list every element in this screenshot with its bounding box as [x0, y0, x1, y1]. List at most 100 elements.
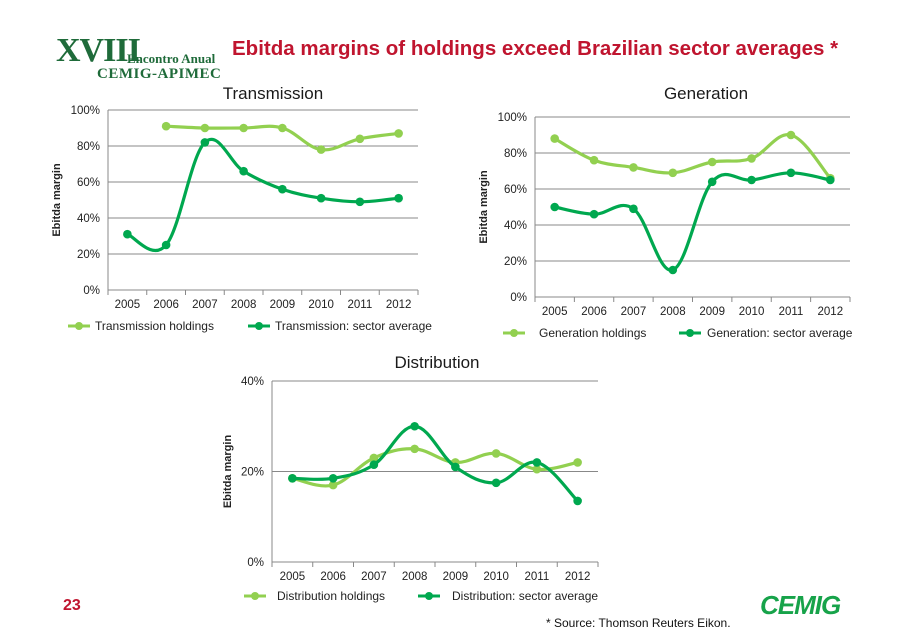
transmission-data-point-sector	[278, 184, 287, 194]
transmission-data-point-sector	[316, 193, 326, 203]
generation-data-point-sector	[550, 202, 559, 212]
distribution-data-point-holdings	[410, 444, 419, 454]
transmission-x-tick-label: 2012	[386, 299, 412, 311]
generation-y-tick-label: 60%	[504, 184, 527, 196]
generation-x-tick-label: 2012	[818, 306, 844, 318]
generation-y-tick-label: 40%	[504, 220, 527, 232]
distribution-x-tick-label: 2010	[483, 571, 509, 583]
transmission-data-point-sector	[394, 193, 403, 203]
generation-x-tick-label: 2011	[779, 306, 804, 318]
transmission-legend-marker-sector	[255, 322, 263, 330]
distribution-x-tick-label: 2008	[402, 571, 428, 583]
transmission-data-point-holdings	[355, 134, 365, 144]
distribution-data-point-sector	[410, 421, 419, 431]
generation-data-point-holdings	[629, 163, 638, 172]
transmission-x-tick-label: 2010	[308, 299, 334, 311]
distribution-y-tick-label: 40%	[241, 376, 264, 388]
generation-x-tick-label: 2009	[699, 306, 725, 318]
transmission-data-point-sector	[161, 240, 171, 250]
distribution-y-tick-label: 0%	[247, 557, 264, 569]
transmission-data-point-holdings	[278, 123, 287, 133]
transmission-y-tick-label: 80%	[77, 141, 100, 153]
generation-data-point-holdings	[550, 134, 559, 143]
generation-y-tick-label: 20%	[504, 256, 527, 268]
transmission-x-tick-label: 2008	[231, 299, 257, 311]
transmission-chart-title: Transmission	[223, 84, 323, 103]
transmission-legend-label-sector: Transmission: sector average	[275, 319, 432, 333]
distribution-chart-title: Distribution	[394, 353, 479, 372]
distribution-data-point-sector	[532, 458, 542, 467]
distribution-data-point-sector	[451, 462, 460, 472]
logo-org-name: CEMIG-APIMEC	[97, 66, 222, 82]
generation-x-tick-label: 2006	[581, 306, 607, 318]
logo-event-name: Encontro Anual	[127, 51, 216, 66]
generation-data-point-holdings	[668, 168, 678, 178]
distribution-x-tick-label: 2011	[525, 571, 550, 583]
generation-data-point-sector	[786, 168, 796, 178]
generation-x-tick-label: 2010	[739, 306, 765, 318]
generation-data-point-sector	[589, 209, 599, 219]
generation-legend-label-holdings: Generation holdings	[539, 326, 646, 340]
transmission-y-tick-label: 40%	[77, 213, 100, 225]
generation-y-tick-label: 100%	[498, 112, 527, 124]
logo-roman-numeral: XVIII	[56, 32, 141, 69]
brand-logo: CEMIG	[760, 590, 841, 620]
transmission-legend-label-holdings: Transmission holdings	[95, 319, 214, 333]
distribution-legend-label-holdings: Distribution holdings	[277, 589, 385, 603]
generation-data-point-sector	[747, 175, 756, 185]
generation-y-tick-label: 80%	[504, 148, 527, 160]
transmission-y-axis-label: Ebitda margin	[51, 163, 63, 237]
distribution-data-point-holdings	[369, 453, 379, 463]
transmission-data-point-holdings	[239, 123, 248, 133]
distribution-data-point-holdings	[532, 464, 542, 474]
transmission-data-point-sector	[123, 229, 132, 239]
transmission-data-point-sector	[200, 138, 210, 147]
transmission-data-point-holdings	[316, 145, 326, 154]
transmission-y-tick-label: 20%	[77, 249, 100, 261]
transmission-data-point-holdings	[161, 121, 171, 131]
distribution-x-tick-label: 2005	[280, 571, 306, 583]
distribution-x-tick-label: 2012	[565, 571, 591, 583]
transmission-y-tick-label: 0%	[83, 285, 100, 297]
generation-chart-title: Generation	[664, 84, 748, 103]
transmission-x-tick-label: 2005	[115, 299, 141, 311]
distribution-data-point-sector	[573, 496, 582, 506]
distribution-legend-marker-sector	[425, 592, 433, 600]
distribution-data-point-holdings	[573, 458, 582, 467]
generation-data-point-sector	[668, 265, 678, 275]
transmission-x-tick-label: 2011	[348, 299, 373, 311]
distribution-legend-marker-holdings	[251, 592, 259, 600]
distribution-series-line-sector	[290, 424, 580, 503]
distribution-data-point-sector	[369, 460, 379, 470]
transmission-legend-marker-holdings	[75, 322, 83, 330]
generation-legend-marker-sector	[686, 329, 694, 337]
generation-data-point-sector	[629, 204, 638, 214]
page-number: 23	[63, 597, 81, 614]
slide-headline: Ebitda margins of holdings exceed Brazil…	[232, 37, 839, 60]
distribution-x-tick-label: 2009	[443, 571, 469, 583]
generation-series-line-sector	[553, 171, 832, 272]
transmission-y-tick-label: 100%	[71, 105, 100, 117]
source-note: * Source: Thomson Reuters Eikon.	[546, 616, 731, 630]
transmission-x-tick-label: 2009	[270, 299, 296, 311]
transmission-series-line-sector	[125, 138, 401, 253]
transmission-data-point-holdings	[394, 129, 403, 138]
generation-data-point-holdings	[786, 130, 796, 140]
generation-legend-marker-holdings	[510, 329, 518, 337]
distribution-legend-label-sector: Distribution: sector average	[452, 589, 598, 603]
distribution-data-point-sector	[491, 478, 501, 488]
distribution-y-axis-label: Ebitda margin	[222, 435, 234, 509]
transmission-data-point-sector	[355, 197, 365, 207]
generation-y-axis-label: Ebitda margin	[478, 170, 490, 244]
generation-data-point-holdings	[589, 155, 599, 165]
generation-data-point-sector	[826, 175, 835, 185]
distribution-data-point-sector	[328, 473, 338, 483]
generation-y-tick-label: 0%	[510, 292, 527, 304]
generation-data-point-sector	[707, 177, 717, 187]
transmission-x-tick-label: 2007	[192, 299, 218, 311]
transmission-y-tick-label: 60%	[77, 177, 100, 189]
generation-x-tick-label: 2005	[542, 306, 568, 318]
distribution-y-tick-label: 20%	[241, 467, 264, 479]
transmission-data-point-sector	[239, 166, 248, 176]
transmission-x-tick-label: 2006	[153, 299, 179, 311]
